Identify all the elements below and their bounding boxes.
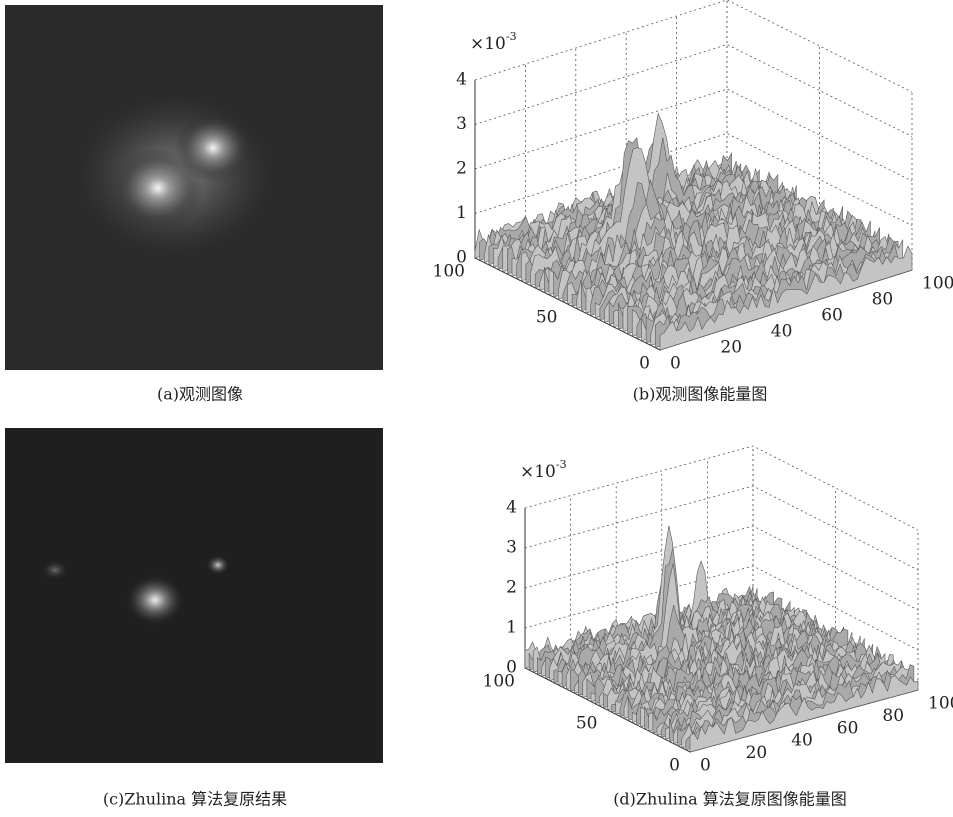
- x-tick-label: 60: [837, 718, 859, 738]
- grid-line: [525, 486, 918, 570]
- scale: ×10: [470, 34, 506, 54]
- scale: ×10: [520, 462, 556, 482]
- restored-image: [5, 428, 383, 763]
- z-scale-label: ×10-3: [520, 458, 567, 482]
- y-tick-label: 50: [576, 714, 598, 734]
- z-tick-label: 1: [456, 203, 467, 223]
- grid-line: [525, 446, 918, 530]
- x-tick-label: 80: [872, 290, 894, 310]
- x-tick-label: 20: [746, 743, 768, 763]
- z-tick-label: 1: [506, 618, 517, 638]
- z-tick-label: 4: [456, 70, 467, 90]
- x-tick-label: 60: [821, 306, 843, 326]
- x-tick-label: 0: [700, 756, 711, 776]
- x-tick-label: 100: [928, 694, 953, 714]
- x-tick-label: 20: [720, 338, 742, 358]
- y-tick-label: 50: [536, 308, 558, 328]
- grid-line: [475, 0, 912, 92]
- caption: (d)Zhulina 算法复原图像能量图: [613, 790, 847, 809]
- y-tick-label: 0: [639, 354, 650, 374]
- caption: (c)Zhulina 算法复原结果: [103, 790, 287, 809]
- caption: (a)观测图像: [157, 385, 243, 404]
- observed-image: [5, 5, 383, 370]
- z-tick-label: 2: [506, 578, 517, 598]
- z-tick-label: 2: [456, 159, 467, 179]
- exponent: -3: [556, 458, 567, 471]
- exponent: -3: [506, 30, 517, 43]
- x-tick-label: 40: [791, 731, 813, 751]
- z-scale-label: ×10-3: [470, 30, 517, 54]
- caption: (b)观测图像能量图: [633, 385, 768, 404]
- y-tick-label: 100: [433, 262, 465, 282]
- grid-line: [475, 45, 912, 137]
- x-tick-label: 40: [771, 322, 793, 342]
- z-tick-label: 3: [456, 114, 467, 134]
- x-tick-label: 0: [670, 354, 681, 374]
- z-tick-label: 4: [506, 498, 517, 518]
- z-tick-label: 3: [506, 538, 517, 558]
- y-tick-label: 100: [483, 672, 515, 692]
- figure: (a)观测图像 (c)Zhulina 算法复原结果 (b)观测图像能量图 (d)…: [0, 0, 953, 813]
- x-tick-label: 80: [882, 706, 904, 726]
- x-tick-label: 100: [922, 274, 953, 294]
- y-tick-label: 0: [669, 756, 680, 776]
